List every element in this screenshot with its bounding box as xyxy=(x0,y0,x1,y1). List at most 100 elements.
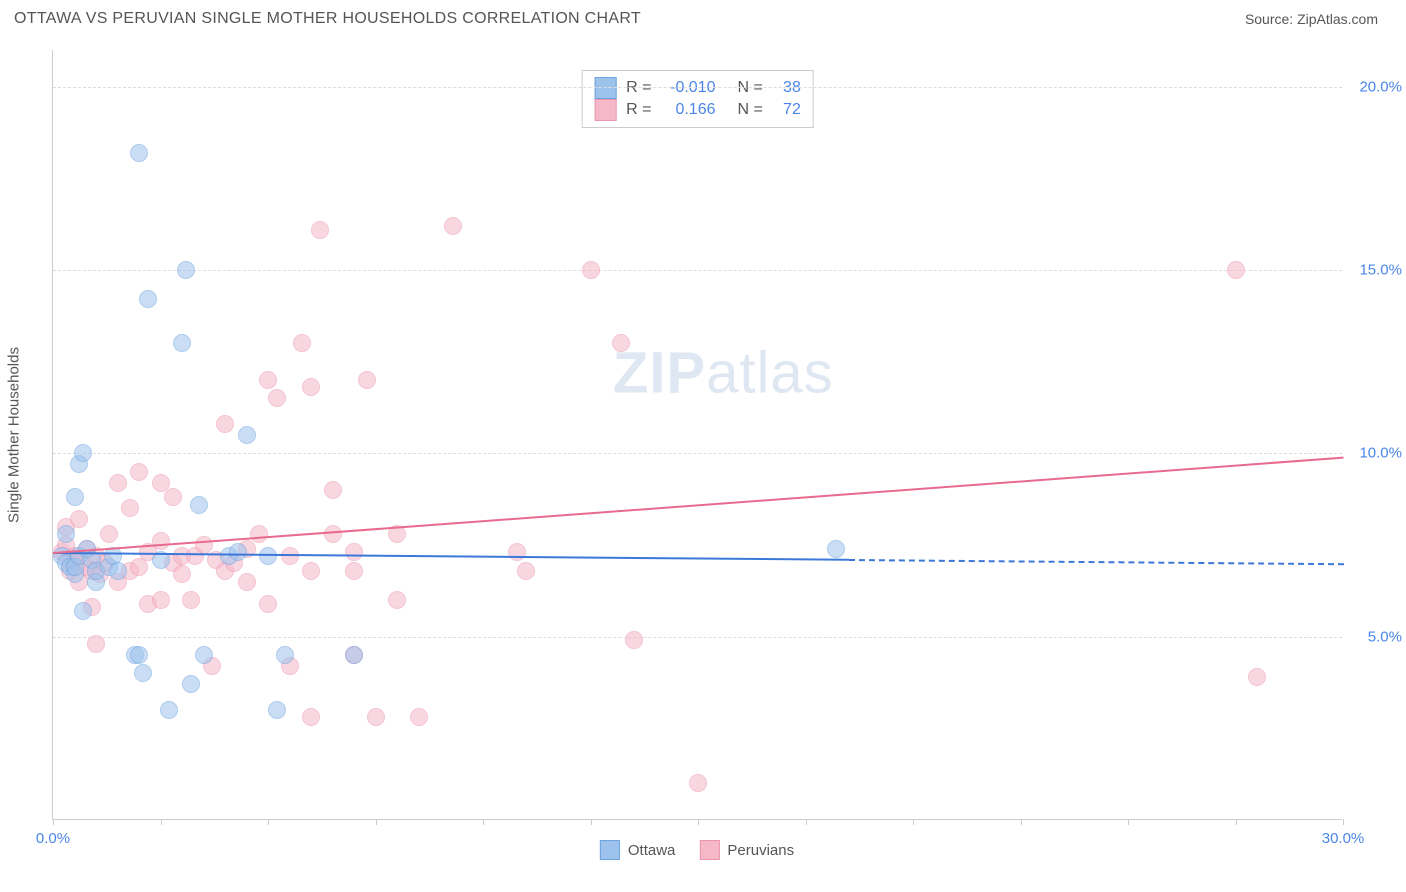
scatter-point xyxy=(109,562,127,580)
scatter-point xyxy=(190,496,208,514)
chart-title: OTTAWA VS PERUVIAN SINGLE MOTHER HOUSEHO… xyxy=(14,10,641,28)
x-tick xyxy=(1021,819,1022,825)
x-tick xyxy=(1236,819,1237,825)
r-value: -0.010 xyxy=(662,79,716,97)
scatter-point xyxy=(229,543,247,561)
y-tick-label: 10.0% xyxy=(1359,445,1402,462)
legend-swatch xyxy=(594,99,616,121)
legend-label: Ottawa xyxy=(628,842,676,859)
source-label: Source: xyxy=(1245,11,1293,27)
scatter-point xyxy=(195,646,213,664)
scatter-point xyxy=(311,221,329,239)
watermark-atlas: atlas xyxy=(706,340,834,405)
scatter-point xyxy=(130,144,148,162)
x-tick xyxy=(913,819,914,825)
scatter-point xyxy=(152,474,170,492)
scatter-point xyxy=(345,543,363,561)
scatter-point xyxy=(57,525,75,543)
scatter-point xyxy=(508,543,526,561)
scatter-point xyxy=(134,664,152,682)
scatter-point xyxy=(293,334,311,352)
n-label: N = xyxy=(738,101,763,119)
scatter-point xyxy=(173,334,191,352)
scatter-point xyxy=(139,290,157,308)
scatter-point xyxy=(173,565,191,583)
source-name: ZipAtlas.com xyxy=(1297,11,1378,27)
scatter-point xyxy=(160,701,178,719)
scatter-point xyxy=(302,708,320,726)
gridline xyxy=(53,637,1342,638)
scatter-point xyxy=(238,573,256,591)
scatter-point xyxy=(268,389,286,407)
scatter-point xyxy=(259,547,277,565)
gridline xyxy=(53,453,1342,454)
scatter-point xyxy=(182,675,200,693)
x-tick xyxy=(53,819,54,825)
y-tick-label: 5.0% xyxy=(1368,628,1402,645)
scatter-point xyxy=(152,532,170,550)
scatter-point xyxy=(324,481,342,499)
r-label: R = xyxy=(626,79,651,97)
scatter-point xyxy=(689,774,707,792)
scatter-point xyxy=(74,602,92,620)
chart-container: Single Mother Households ZIPatlas R =-0.… xyxy=(52,40,1342,830)
x-tick xyxy=(483,819,484,825)
stat-legend-row: R =0.166N =72 xyxy=(594,99,801,121)
legend-item: Peruvians xyxy=(699,840,794,860)
scatter-point xyxy=(367,708,385,726)
r-label: R = xyxy=(626,101,651,119)
legend-swatch xyxy=(600,840,620,860)
x-tick xyxy=(806,819,807,825)
x-tick xyxy=(376,819,377,825)
trend-line xyxy=(848,559,1343,565)
x-tick xyxy=(591,819,592,825)
n-label: N = xyxy=(738,79,763,97)
scatter-point xyxy=(582,261,600,279)
scatter-point xyxy=(74,444,92,462)
scatter-point xyxy=(625,631,643,649)
x-tick xyxy=(1128,819,1129,825)
x-tick xyxy=(1343,819,1344,825)
y-tick-label: 15.0% xyxy=(1359,262,1402,279)
chart-header: OTTAWA VS PERUVIAN SINGLE MOTHER HOUSEHO… xyxy=(0,0,1406,34)
legend-label: Peruvians xyxy=(727,842,794,859)
scatter-point xyxy=(444,217,462,235)
r-value: 0.166 xyxy=(662,101,716,119)
scatter-point xyxy=(195,536,213,554)
chart-source: Source: ZipAtlas.com xyxy=(1245,11,1378,27)
scatter-point xyxy=(324,525,342,543)
scatter-point xyxy=(259,371,277,389)
scatter-point xyxy=(130,646,148,664)
scatter-point xyxy=(1248,668,1266,686)
scatter-point xyxy=(388,591,406,609)
scatter-point xyxy=(177,261,195,279)
gridline xyxy=(53,87,1342,88)
legend-swatch xyxy=(699,840,719,860)
scatter-point xyxy=(182,591,200,609)
scatter-point xyxy=(259,595,277,613)
legend-swatch xyxy=(594,77,616,99)
scatter-point xyxy=(152,591,170,609)
x-tick xyxy=(698,819,699,825)
scatter-point xyxy=(130,463,148,481)
scatter-point xyxy=(612,334,630,352)
scatter-point xyxy=(358,371,376,389)
scatter-point xyxy=(250,525,268,543)
scatter-point xyxy=(276,646,294,664)
stat-legend-row: R =-0.010N =38 xyxy=(594,77,801,99)
scatter-point xyxy=(1227,261,1245,279)
gridline xyxy=(53,270,1342,271)
scatter-point xyxy=(100,525,118,543)
x-tick-label: 0.0% xyxy=(36,830,70,847)
scatter-point xyxy=(238,426,256,444)
scatter-point xyxy=(164,488,182,506)
scatter-point xyxy=(345,646,363,664)
plot-area: ZIPatlas R =-0.010N =38R =0.166N =72 5.0… xyxy=(52,50,1342,820)
watermark-zip: ZIP xyxy=(613,340,706,405)
y-axis-label: Single Mother Households xyxy=(6,347,23,523)
legend-item: Ottawa xyxy=(600,840,676,860)
scatter-point xyxy=(216,415,234,433)
scatter-point xyxy=(302,378,320,396)
scatter-point xyxy=(268,701,286,719)
scatter-point xyxy=(66,488,84,506)
